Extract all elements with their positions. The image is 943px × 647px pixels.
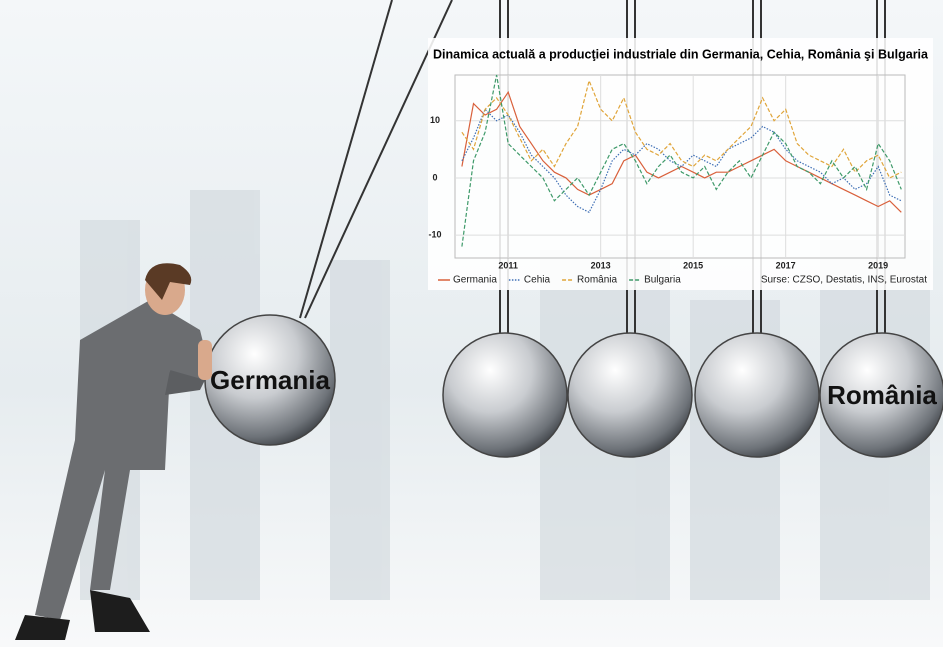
x-tick-label: 2013	[591, 260, 611, 270]
legend-label: Bulgaria	[644, 275, 681, 286]
y-tick-label: 10	[430, 115, 440, 125]
y-tick-label: -10	[428, 230, 441, 240]
y-tick-label: 0	[432, 172, 437, 182]
x-tick-label: 2017	[776, 260, 796, 270]
source-note: Surse: CZSO, Destatis, INS, Eurostat	[761, 275, 927, 286]
legend-label: România	[577, 275, 617, 286]
ball-label: Germania	[210, 365, 330, 395]
chart-panel	[428, 38, 933, 290]
ball-label: România	[827, 380, 937, 410]
page: Germania România Dinamica actuală a prod…	[0, 0, 943, 647]
legend-label: Germania	[453, 275, 497, 286]
x-tick-label: 2011	[498, 260, 518, 270]
legend-label: Cehia	[524, 275, 551, 286]
x-tick-label: 2019	[868, 260, 888, 270]
x-tick-label: 2015	[683, 260, 703, 270]
chart-title: Dinamica actuală a producţiei industrial…	[433, 46, 929, 61]
